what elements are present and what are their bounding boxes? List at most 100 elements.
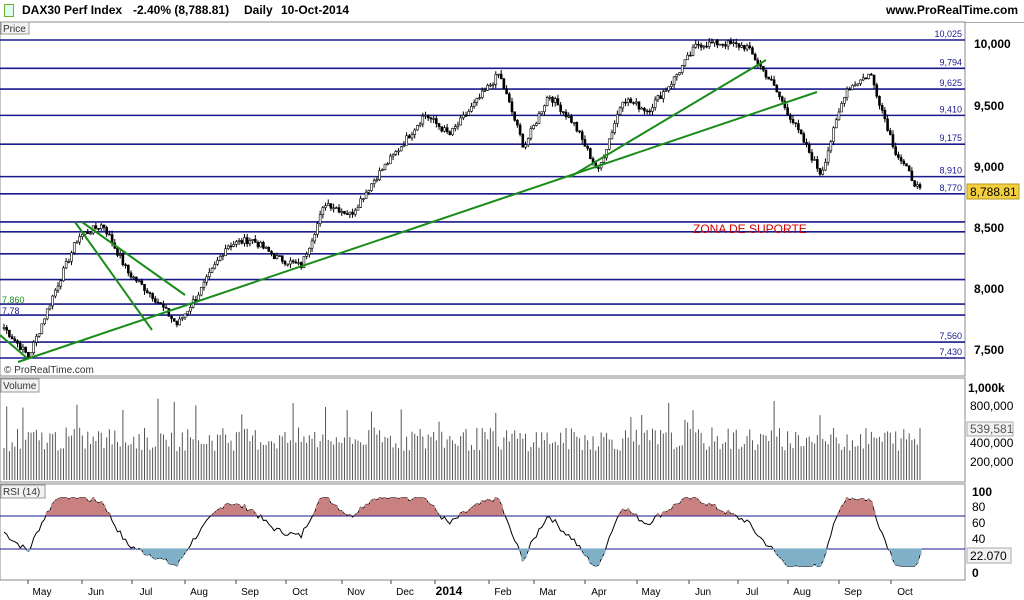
candle-body bbox=[13, 338, 17, 341]
candle-body bbox=[718, 43, 722, 46]
x-tick-sep: Sep bbox=[241, 587, 259, 598]
candle-body bbox=[915, 184, 919, 187]
candle-body bbox=[459, 117, 462, 126]
candle-body bbox=[705, 45, 708, 48]
x-tick-jun: Jun bbox=[695, 587, 711, 598]
candle-body bbox=[240, 240, 244, 244]
candle-body bbox=[556, 98, 560, 106]
vol-tick-800k: 800,000 bbox=[970, 399, 1014, 413]
x-tick-oct: Oct bbox=[292, 587, 308, 598]
candle-body bbox=[416, 125, 419, 131]
candle-body bbox=[597, 167, 600, 169]
x-tick-2014: 2014 bbox=[436, 584, 463, 598]
candle-body bbox=[870, 73, 873, 76]
candle-body bbox=[724, 44, 727, 47]
candle-body bbox=[480, 90, 484, 98]
candle-body bbox=[97, 228, 100, 230]
chart-date: 10-Oct-2014 bbox=[281, 3, 350, 17]
rsi-tick-60: 60 bbox=[972, 516, 986, 530]
candle-body bbox=[494, 74, 498, 85]
candle-body bbox=[659, 95, 662, 99]
level-label-8770: 8,770 bbox=[939, 183, 962, 193]
candle-body bbox=[748, 45, 752, 49]
candle-body bbox=[634, 101, 638, 104]
candle-body bbox=[886, 118, 889, 131]
candle-body bbox=[402, 144, 406, 148]
candle-body bbox=[670, 83, 673, 87]
candle-body bbox=[467, 111, 471, 116]
candle-body bbox=[667, 86, 671, 91]
candle-body bbox=[205, 276, 208, 283]
vol-tick-1000k: 1,000k bbox=[968, 381, 1005, 395]
candle-body bbox=[378, 170, 381, 180]
candle-body bbox=[272, 253, 276, 259]
candle-body bbox=[453, 126, 457, 129]
candle-body bbox=[132, 276, 135, 279]
candle-body bbox=[116, 247, 119, 256]
candle-body bbox=[902, 160, 906, 164]
candle-body bbox=[24, 346, 27, 353]
candle-body bbox=[99, 224, 103, 229]
candle-body bbox=[875, 84, 879, 97]
candle-body bbox=[799, 129, 803, 135]
candle-body bbox=[918, 184, 922, 189]
level-label-9794: 9,794 bbox=[939, 57, 962, 67]
candle-body bbox=[891, 134, 895, 148]
candle-body bbox=[710, 41, 714, 44]
price-tag bbox=[0, 21, 30, 35]
candle-body bbox=[451, 128, 454, 136]
candle-body bbox=[326, 203, 330, 207]
volume-tag bbox=[0, 378, 40, 393]
candle-body bbox=[821, 169, 825, 175]
candle-body bbox=[37, 333, 41, 337]
level-label-9175: 9,175 bbox=[939, 133, 962, 143]
candle-body bbox=[40, 323, 44, 335]
candle-body bbox=[721, 43, 725, 46]
candle-body bbox=[778, 91, 781, 98]
candle-body bbox=[497, 73, 500, 76]
candle-body bbox=[5, 327, 9, 331]
candle-body bbox=[810, 152, 814, 161]
candle-body bbox=[689, 54, 692, 57]
price-panel bbox=[0, 21, 966, 377]
candle-body bbox=[308, 247, 311, 255]
candle-body bbox=[432, 118, 435, 120]
candle-body bbox=[129, 272, 133, 278]
candle-body bbox=[883, 109, 887, 120]
x-tick-sep: Sep bbox=[844, 587, 862, 598]
candle-body bbox=[602, 157, 606, 163]
candle-body bbox=[224, 248, 227, 256]
candle-body bbox=[626, 98, 630, 104]
candle-body bbox=[335, 207, 338, 209]
candle-body bbox=[372, 179, 376, 185]
candle-body bbox=[135, 276, 138, 282]
last-price-label: 8,788.81 bbox=[970, 185, 1017, 199]
candle-body bbox=[772, 79, 776, 86]
candle-body bbox=[170, 315, 173, 319]
candle-body bbox=[553, 98, 557, 103]
x-tick-nov: Nov bbox=[347, 587, 365, 598]
candle-body bbox=[872, 74, 876, 86]
candle-body bbox=[813, 159, 816, 161]
candle-body bbox=[894, 146, 897, 155]
timeframe: Daily bbox=[244, 3, 273, 17]
x-tick-mar: Mar bbox=[539, 587, 557, 598]
volume-last-badge bbox=[966, 421, 1014, 437]
candle-body bbox=[102, 224, 106, 228]
candle-body bbox=[551, 96, 554, 103]
rsi-last-badge bbox=[966, 547, 1012, 564]
candle-body bbox=[499, 73, 503, 79]
candle-body bbox=[761, 65, 765, 71]
candle-body bbox=[86, 231, 90, 234]
candle-body bbox=[797, 123, 800, 131]
candle-body bbox=[294, 261, 298, 264]
candle-body bbox=[162, 303, 165, 308]
candle-body bbox=[726, 40, 730, 47]
candle-body bbox=[10, 336, 14, 340]
candle-body bbox=[437, 123, 441, 127]
candle-body bbox=[840, 103, 843, 113]
candle-body bbox=[856, 83, 860, 86]
site-url[interactable]: www.ProRealTime.com bbox=[885, 3, 1018, 17]
candle-body bbox=[845, 88, 849, 98]
candle-body bbox=[229, 245, 233, 248]
